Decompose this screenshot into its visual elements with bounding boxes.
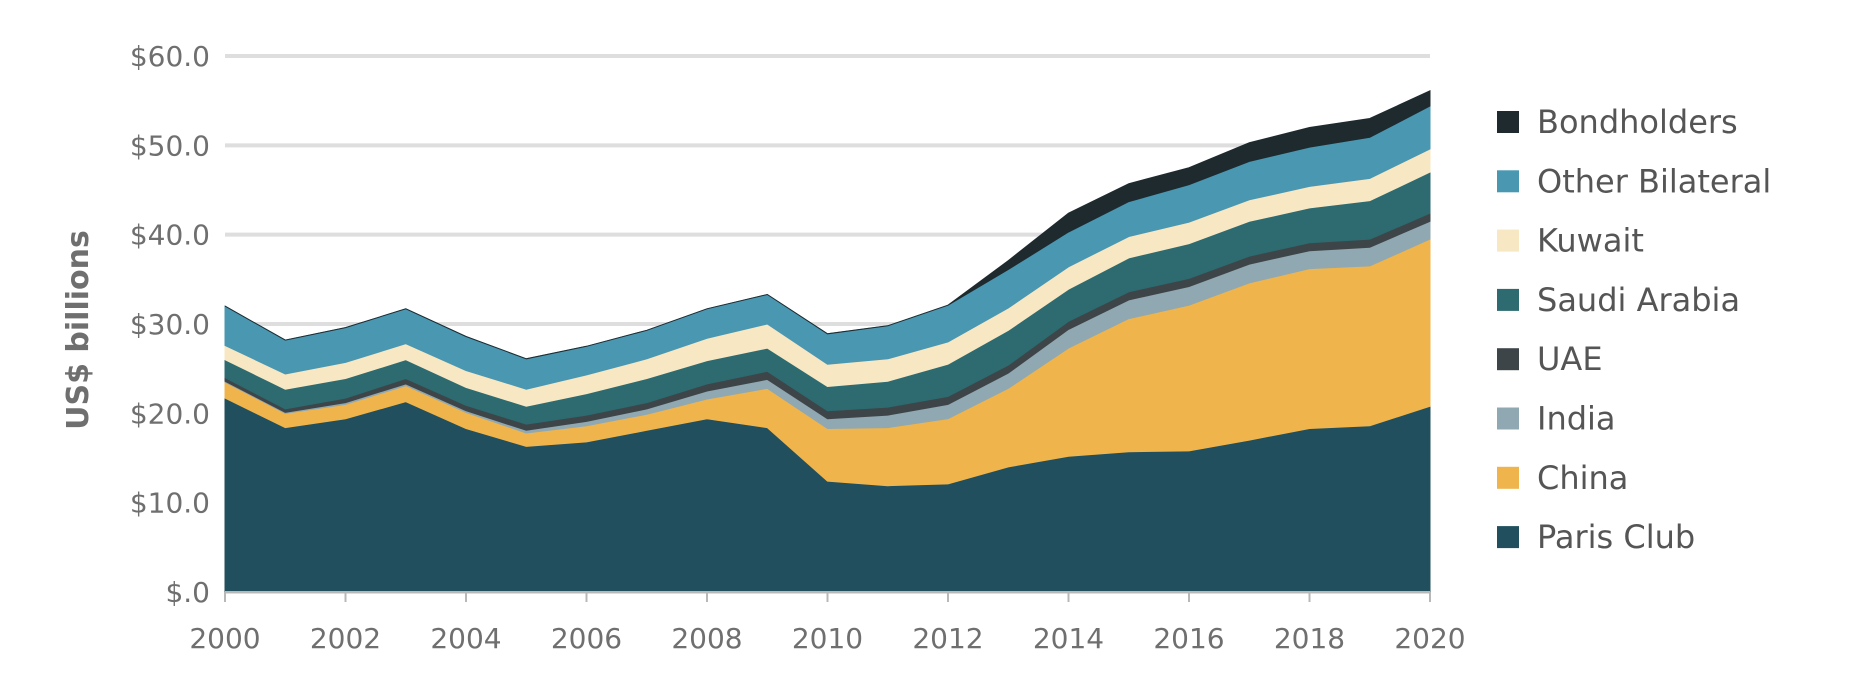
legend-label: Bondholders: [1537, 103, 1738, 141]
y-tick-label: $.0: [165, 576, 210, 609]
legend-item-kuwait: Kuwait: [1497, 222, 1644, 260]
area-bondholders: [224, 90, 1431, 360]
y-tick-label: $50.0: [130, 129, 210, 162]
legend-swatch: [1497, 526, 1519, 549]
legend-label: India: [1537, 400, 1616, 438]
legend-item-paris-club: Paris Club: [1497, 518, 1695, 556]
area-series: [224, 90, 1431, 593]
legend-item-india: India: [1497, 400, 1616, 438]
legend-swatch: [1497, 407, 1519, 430]
legend-label: Saudi Arabia: [1537, 281, 1740, 319]
x-tick-label: 2008: [671, 622, 742, 655]
legend-item-bondholders: Bondholders: [1497, 103, 1738, 141]
x-tick-label: 2006: [551, 622, 622, 655]
x-tick-label: 2014: [1033, 622, 1104, 655]
legend-label: Paris Club: [1537, 518, 1695, 556]
legend-swatch: [1497, 111, 1519, 133]
y-tick-label: $30.0: [130, 308, 210, 341]
x-tick-label: 2010: [792, 622, 863, 655]
x-tick-label: 2012: [912, 622, 983, 655]
legend-swatch: [1497, 170, 1519, 193]
y-tick-label: $10.0: [130, 487, 210, 520]
y-tick-label: $60.0: [130, 40, 210, 73]
y-tick-label: $20.0: [130, 397, 210, 430]
y-axis-title: US$ billions: [61, 230, 96, 430]
legend-item-china: China: [1497, 459, 1628, 497]
x-tick-label: 2000: [189, 622, 260, 655]
y-tick-label: $40.0: [130, 219, 210, 252]
y-axis: $.0 $10.0 $20.0 $30.0 $40.0 $50.0 $60.0: [130, 40, 210, 609]
legend-swatch: [1497, 288, 1519, 311]
legend: Bondholders Other Bilateral Kuwait Saudi Ar…: [1497, 103, 1771, 556]
x-axis: 2000 2002 2004 2006 2008 2010 2012 2014 2016 2018…: [189, 591, 1466, 655]
legend-item-uae: UAE: [1497, 340, 1603, 378]
legend-label: China: [1537, 459, 1628, 497]
legend-swatch: [1497, 229, 1519, 252]
legend-swatch: [1497, 466, 1519, 489]
legend-swatch: [1497, 348, 1519, 371]
legend-label: UAE: [1537, 340, 1603, 378]
legend-item-saudi-arabia: Saudi Arabia: [1497, 281, 1740, 319]
x-tick-label: 2004: [430, 622, 501, 655]
x-tick-label: 2018: [1274, 622, 1345, 655]
x-tick-label: 2020: [1394, 622, 1465, 655]
x-tick-label: 2002: [310, 622, 381, 655]
legend-label: Other Bilateral: [1537, 162, 1771, 200]
legend-label: Kuwait: [1537, 222, 1644, 260]
legend-item-other-bilateral: Other Bilateral: [1497, 162, 1771, 200]
x-tick-label: 2016: [1153, 622, 1224, 655]
